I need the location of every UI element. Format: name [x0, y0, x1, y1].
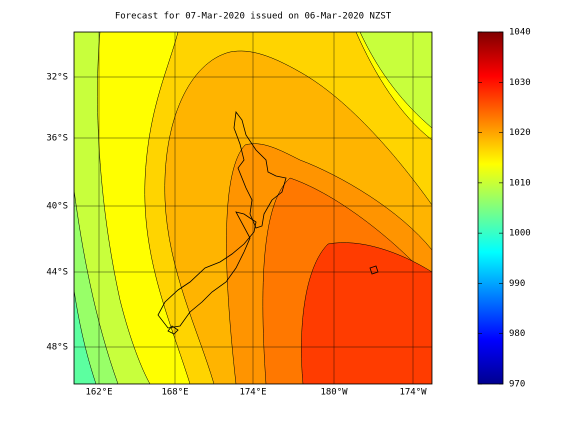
lon-label: 162°E [85, 388, 112, 398]
colorbar-tick-label: 970 [509, 380, 525, 390]
colorbar-tick-label: 990 [509, 279, 525, 289]
coastline [167, 325, 179, 335]
coastline [157, 211, 257, 329]
lon-label: 174°W [399, 388, 427, 398]
colorbar [477, 31, 504, 385]
lat-label: 36°S [46, 134, 68, 144]
pressure-map [74, 32, 432, 384]
map-frame [73, 31, 433, 385]
band [74, 32, 151, 384]
colorbar-tick-label: 1010 [509, 178, 531, 188]
colorbar-tick-label: 1040 [509, 28, 531, 38]
lat-label: 32°S [46, 73, 68, 83]
lat-label: 44°S [46, 268, 68, 278]
colorbar-tick-label: 1020 [509, 128, 531, 138]
title: Forecast for 07-Mar-2020 issued on 06-Ma… [115, 12, 392, 22]
colorbar-tick-label: 980 [509, 329, 525, 339]
band [301, 242, 432, 384]
band [74, 189, 119, 384]
lat-label: 48°S [46, 343, 68, 353]
lon-label: 180°W [320, 388, 348, 398]
coastline [233, 110, 287, 229]
lon-label: 174°E [239, 388, 266, 398]
lon-label: 168°E [161, 388, 188, 398]
lat-label: 40°S [46, 202, 68, 212]
colorbar-tick-label: 1000 [509, 229, 531, 239]
colorbar-tick-label: 1030 [509, 78, 531, 88]
